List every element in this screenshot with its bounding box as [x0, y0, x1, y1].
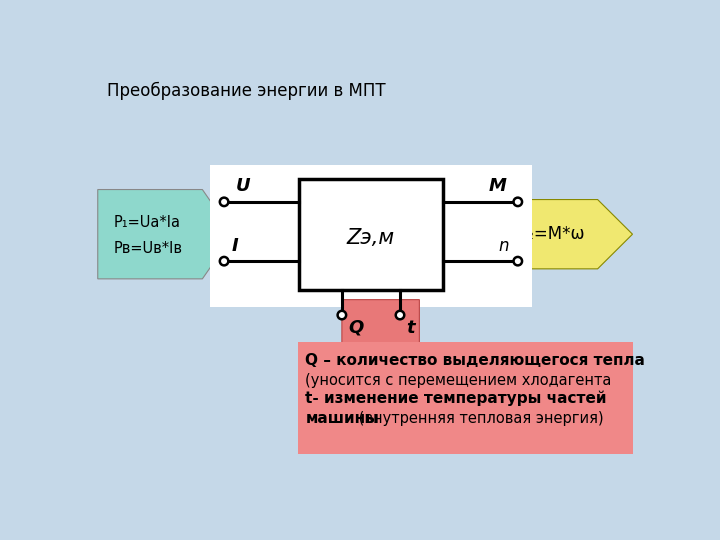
FancyBboxPatch shape	[297, 342, 632, 454]
Text: P₂=M*ω: P₂=M*ω	[518, 225, 585, 243]
Circle shape	[338, 311, 346, 319]
Circle shape	[220, 198, 228, 206]
Text: Q: Q	[348, 319, 364, 337]
Text: t: t	[406, 319, 415, 337]
Text: n: n	[498, 237, 508, 255]
Text: (внутренняя тепловая энергия): (внутренняя тепловая энергия)	[354, 411, 603, 426]
Text: P₁=Ua*Ia: P₁=Ua*Ia	[113, 215, 180, 230]
FancyBboxPatch shape	[300, 179, 443, 291]
Text: U: U	[235, 178, 251, 195]
Circle shape	[513, 198, 522, 206]
Text: M: M	[488, 178, 506, 195]
Text: Q – количество выделяющегося тепла: Q – количество выделяющегося тепла	[305, 353, 645, 368]
Polygon shape	[326, 300, 435, 377]
Text: Pв=Uв*Iв: Pв=Uв*Iв	[113, 240, 182, 255]
Text: машины: машины	[305, 411, 379, 426]
FancyBboxPatch shape	[210, 165, 532, 307]
Polygon shape	[472, 200, 632, 269]
Circle shape	[220, 257, 228, 265]
Text: Zэ,м: Zэ,м	[347, 228, 395, 248]
Text: (уносится с перемещением хлодагента: (уносится с перемещением хлодагента	[305, 373, 612, 388]
Text: Преобразование энергии в МПТ: Преобразование энергии в МПТ	[107, 82, 386, 100]
Circle shape	[513, 257, 522, 265]
Text: t- изменение температуры частей: t- изменение температуры частей	[305, 390, 607, 406]
Text: I: I	[232, 237, 238, 255]
Polygon shape	[98, 190, 233, 279]
Circle shape	[396, 311, 404, 319]
